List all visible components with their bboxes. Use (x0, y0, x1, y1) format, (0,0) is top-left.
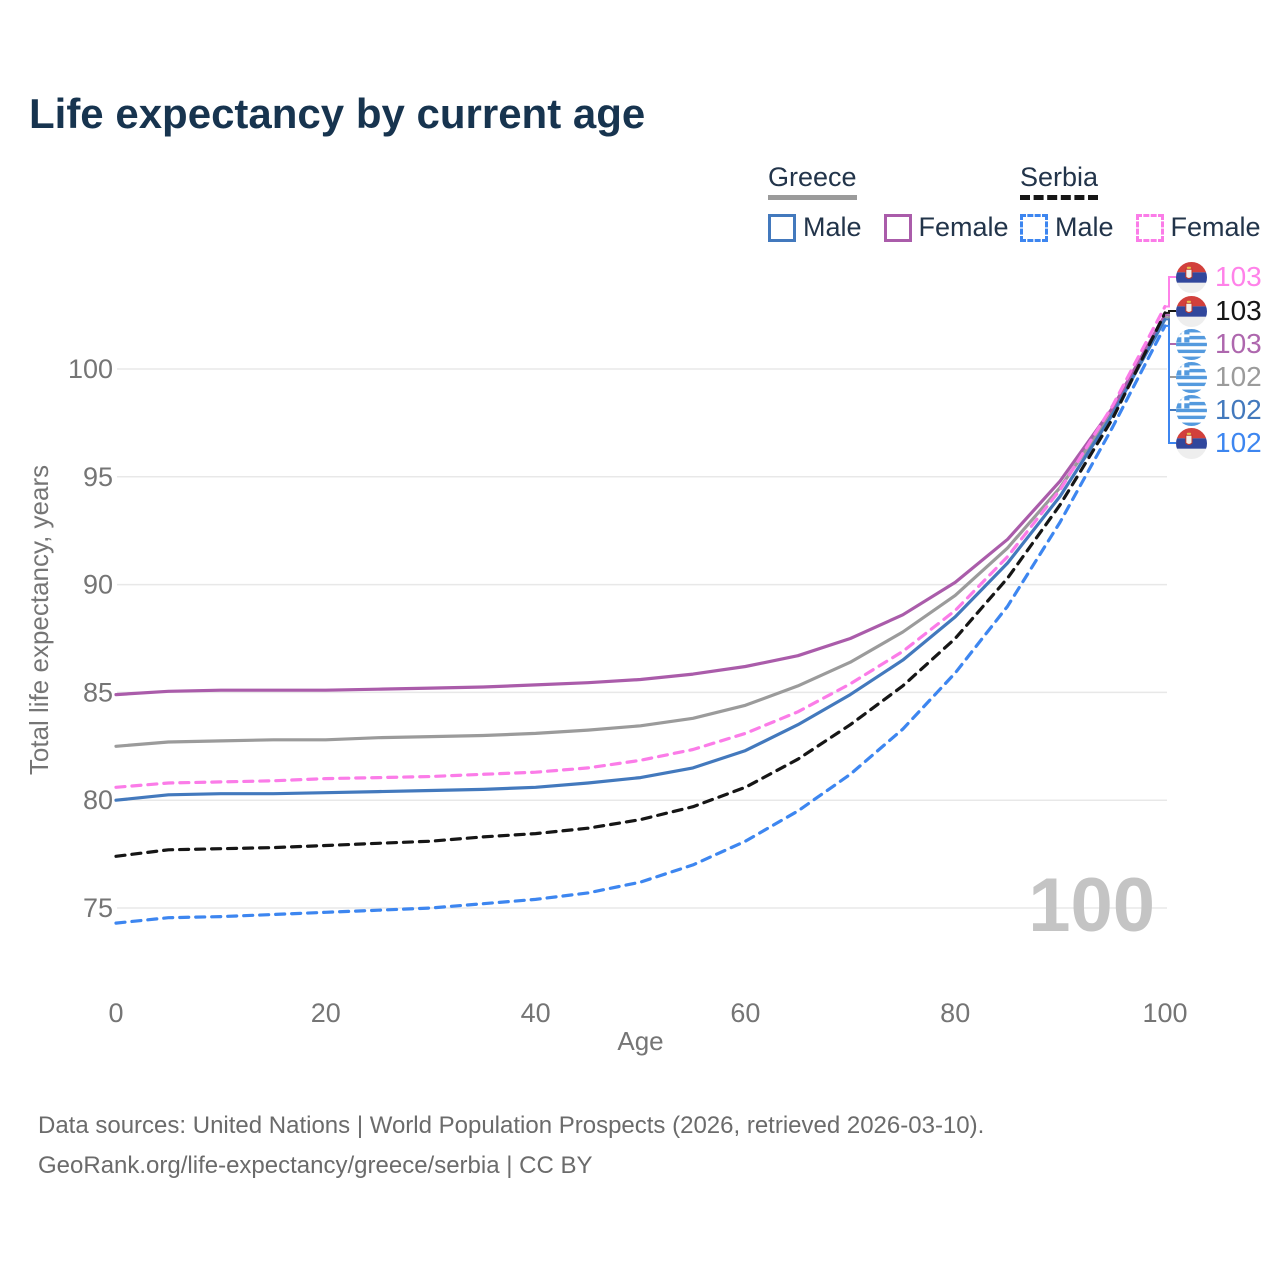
end-label-serbia-value: 103 (1215, 295, 1262, 326)
legend-label-greece-male: Male (803, 212, 862, 242)
y-tick-75: 75 (83, 893, 113, 923)
leader-line-4 (1165, 318, 1176, 411)
x-tick-100: 100 (1142, 998, 1187, 1028)
serbia-flag-icon (1176, 427, 1207, 459)
end-label-greece-female: 103 (1176, 327, 1262, 361)
end-label-greece-value: 102 (1215, 361, 1262, 392)
legend-item-serbia-male[interactable]: Male (1020, 212, 1114, 243)
serbia-flag-icon (1176, 295, 1207, 327)
series-line-greece (114, 315, 1167, 748)
greece-flag-icon (1176, 328, 1207, 360)
leader-line-0 (1165, 276, 1176, 308)
end-label-serbia-male: 102 (1176, 426, 1262, 460)
series-line-greece-male (114, 317, 1167, 802)
x-tick-40: 40 (521, 998, 551, 1028)
legend-items-serbia: Male Female (1020, 212, 1280, 243)
greece-flag-icon (1176, 328, 1207, 360)
x-tick-80: 80 (940, 998, 970, 1028)
end-label-greece-female-value: 103 (1215, 328, 1262, 359)
greece-flag-icon (1176, 361, 1207, 393)
legend-swatch-serbia-male (1020, 213, 1048, 242)
legend-items-greece: Male Female (768, 212, 1031, 243)
age-counter-watermark: 100 (1028, 863, 1155, 948)
chart-footer: Data sources: United Nations | World Pop… (38, 1106, 984, 1186)
legend-swatch-greece-female (883, 213, 912, 242)
series-line-serbia (114, 311, 1167, 858)
x-tick-20: 20 (311, 998, 341, 1028)
y-tick-85: 85 (83, 677, 113, 707)
end-label-serbia: 103 (1176, 294, 1262, 328)
x-tick-60: 60 (730, 998, 760, 1028)
serbia-flag-icon (1176, 261, 1207, 293)
legend-item-serbia-female[interactable]: Female (1135, 212, 1261, 243)
y-tick-90: 90 (83, 570, 113, 600)
legend-group-serbia: Serbia Male Female (1020, 162, 1280, 243)
series-line-serbia-male (114, 324, 1167, 925)
end-label-greece: 102 (1176, 360, 1262, 394)
legend-group-label-greece: Greece (768, 162, 857, 200)
y-tick-95: 95 (83, 462, 113, 492)
page-title: Life expectancy by current age (29, 90, 646, 137)
serbia-flag-icon (1176, 427, 1207, 459)
end-label-greece-male-value: 102 (1215, 394, 1262, 425)
greece-flag-icon (1176, 394, 1207, 426)
y-axis-title: Total life expectancy, years (24, 465, 54, 775)
serbia-flag-icon (1176, 295, 1207, 327)
x-tick-0: 0 (108, 998, 123, 1028)
y-tick-100: 100 (68, 354, 113, 384)
end-label-serbia-female: 103 (1176, 260, 1262, 294)
end-label-greece-male: 102 (1176, 393, 1262, 427)
leader-line-1 (1165, 310, 1176, 314)
footer-sources: Data sources: United Nations | World Pop… (38, 1112, 985, 1139)
end-label-serbia-male-value: 102 (1215, 427, 1262, 458)
legend-label-serbia-male: Male (1055, 212, 1114, 242)
end-label-serbia-female-value: 103 (1215, 261, 1262, 292)
legend-swatch-greece-male (768, 213, 796, 242)
greece-flag-icon (1176, 361, 1207, 393)
legend-label-serbia-female: Female (1170, 212, 1261, 242)
series-line-greece-female (114, 313, 1167, 697)
legend-group-greece: Greece Male Female (768, 162, 1031, 243)
footer-attribution: GeoRank.org/life-expectancy/greece/serbi… (38, 1152, 593, 1179)
legend-swatch-serbia-female (1135, 213, 1164, 242)
x-axis-title: Age (617, 1026, 663, 1056)
serbia-flag-icon (1176, 261, 1207, 293)
legend-item-greece-female[interactable]: Female (883, 212, 1009, 243)
y-tick-80: 80 (83, 785, 113, 815)
legend-group-label-serbia: Serbia (1020, 162, 1099, 200)
series-line-serbia-female (114, 304, 1167, 789)
leader-line-5 (1165, 324, 1176, 444)
legend-item-greece-male[interactable]: Male (768, 212, 862, 243)
legend-label-greece-female: Female (918, 212, 1009, 242)
greece-flag-icon (1176, 394, 1207, 426)
